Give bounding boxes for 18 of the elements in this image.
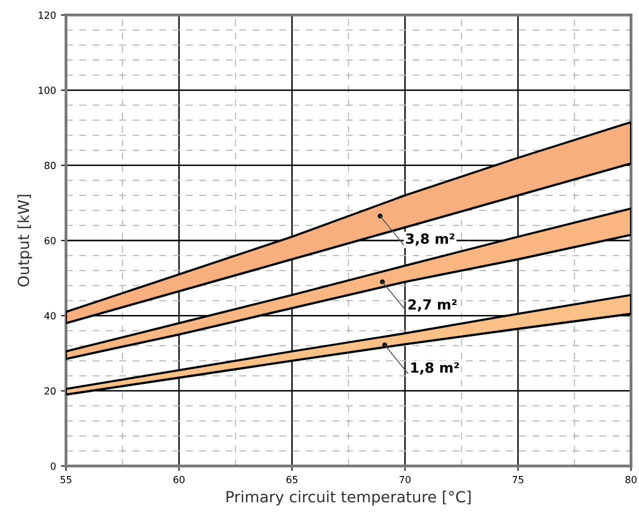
y-tick-label: 40 <box>44 312 56 320</box>
annotation: 2,7 m² <box>408 299 457 312</box>
x-tick-label: 65 <box>286 476 298 484</box>
y-tick-label: 20 <box>44 387 56 395</box>
x-tick-label: 75 <box>512 476 524 484</box>
y-tick-label: 120 <box>38 11 56 19</box>
y-axis-title: Output [kW] <box>17 194 32 287</box>
y-tick-label: 60 <box>44 236 56 244</box>
x-tick-label: 80 <box>625 476 637 484</box>
y-tick-label: 80 <box>44 162 56 170</box>
x-axis-title: Primary circuit temperature [°C] <box>226 490 471 506</box>
annotation: 1,8 m² <box>411 362 459 375</box>
y-tick-label: 0 <box>50 462 56 470</box>
y-tick-label: 100 <box>38 86 56 94</box>
x-tick-label: 55 <box>60 476 72 484</box>
x-tick-label: 70 <box>400 476 411 484</box>
x-tick-label: 60 <box>173 476 185 484</box>
annotation: 3,8 m² <box>406 233 454 246</box>
